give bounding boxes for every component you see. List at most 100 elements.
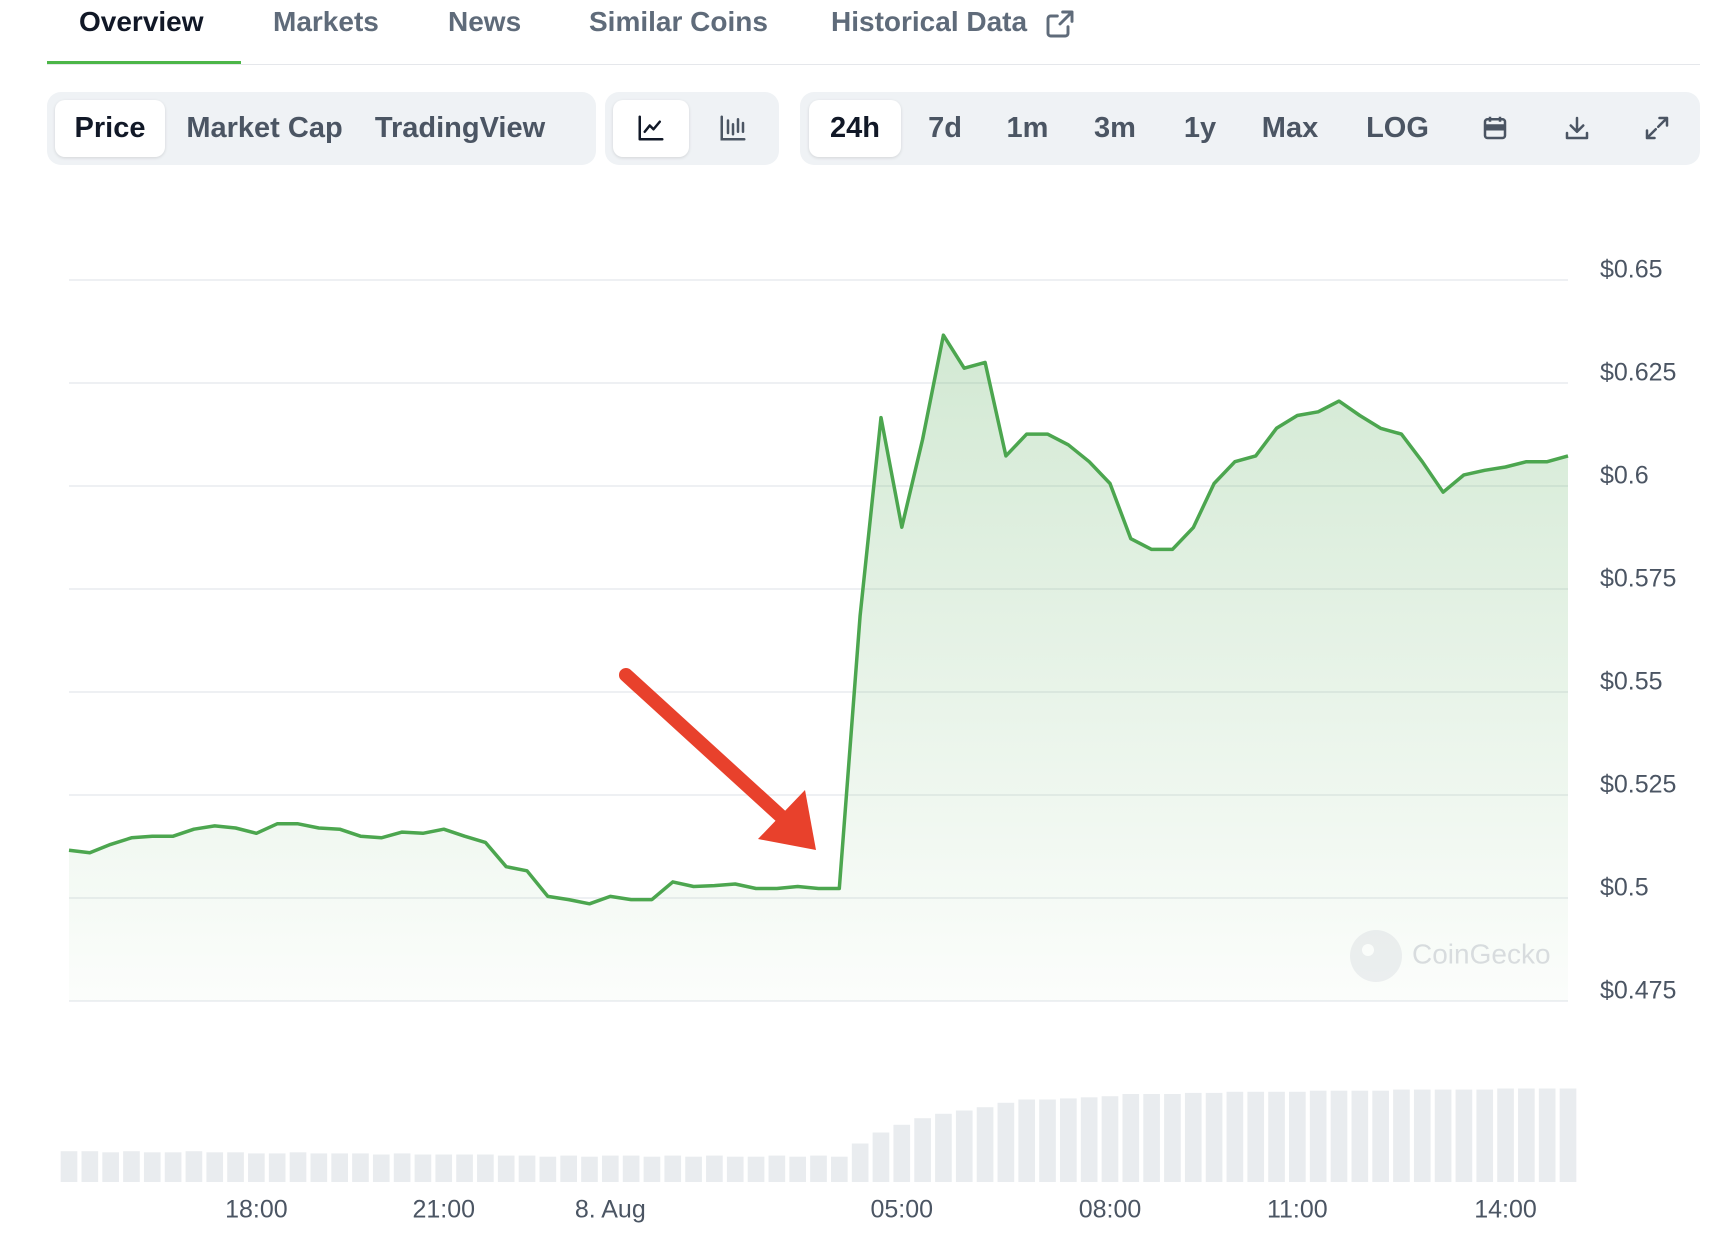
active-tab-underline: [47, 61, 241, 65]
volume-bar: [414, 1154, 432, 1182]
volume-bar: [185, 1151, 203, 1182]
volume-bar: [1330, 1090, 1348, 1182]
volume-bar: [685, 1156, 702, 1182]
volume-bar: [622, 1155, 640, 1182]
volume-bar: [497, 1155, 515, 1182]
volume-bar: [164, 1152, 182, 1182]
volume-bar: [1184, 1092, 1202, 1182]
volume-bar: [143, 1152, 161, 1182]
tab[interactable]: Historical Data: [831, 6, 1028, 37]
volume-bar: [1080, 1097, 1098, 1182]
volume-bar: [893, 1124, 911, 1182]
volume-bar: [1518, 1088, 1535, 1182]
volume-bar: [1476, 1089, 1494, 1182]
volume-bar: [1372, 1090, 1389, 1182]
y-tick-label: $0.575: [1600, 565, 1676, 593]
volume-bar: [206, 1152, 224, 1182]
tab[interactable]: News: [448, 6, 522, 37]
range-button[interactable]: 1y: [1183, 112, 1217, 144]
volume-bar: [1351, 1090, 1369, 1182]
x-tick-label: 08:00: [1079, 1196, 1142, 1224]
range-button[interactable]: 3m: [1094, 112, 1136, 144]
volume-bar: [789, 1156, 807, 1182]
metric-button[interactable]: Price: [55, 100, 165, 157]
chart-style-group: [605, 92, 779, 165]
y-tick-label: $0.625: [1600, 359, 1676, 387]
volume-bar: [477, 1154, 494, 1182]
volume-bar: [1060, 1098, 1077, 1182]
volume-bar: [393, 1153, 411, 1182]
volume-bar: [1122, 1094, 1140, 1182]
volume-bar: [1455, 1089, 1473, 1182]
range-button[interactable]: 1m: [1006, 112, 1049, 144]
watermark: CoinGecko: [1350, 930, 1551, 982]
range-button[interactable]: LOG: [1366, 112, 1429, 144]
volume-bar: [1101, 1096, 1119, 1182]
volume-bar: [518, 1155, 536, 1182]
metric-group: Price Market Cap TradingView: [47, 92, 596, 165]
volume-bar: [1309, 1090, 1327, 1182]
volume-bar: [81, 1151, 99, 1182]
volume-bar: [123, 1151, 140, 1182]
range-button[interactable]: 7d: [928, 112, 962, 144]
volume-bar: [539, 1156, 557, 1182]
range-button[interactable]: Max: [1261, 112, 1319, 144]
download-button[interactable]: [1542, 100, 1612, 157]
volume-bar: [560, 1155, 577, 1182]
volume-bar: [268, 1153, 286, 1182]
volume-bar: [914, 1118, 931, 1182]
candle-icon: [720, 115, 746, 141]
volume-bar: [248, 1153, 265, 1182]
x-tick-label: 8. Aug: [575, 1196, 646, 1224]
volume-bar: [456, 1154, 473, 1182]
range-button[interactable]: 24h: [809, 100, 901, 157]
volume-bar: [352, 1153, 369, 1182]
volume-bar: [872, 1132, 890, 1182]
volume-bar: [310, 1153, 328, 1182]
volume-bar: [227, 1152, 244, 1182]
volume-bar: [1018, 1099, 1036, 1182]
volume-bar: [372, 1154, 390, 1182]
price-area: [69, 335, 1568, 1001]
metric-button[interactable]: Market Cap: [186, 112, 343, 144]
tab[interactable]: Overview: [79, 6, 204, 37]
y-tick-label: $0.525: [1600, 771, 1676, 799]
volume-bar: [581, 1156, 598, 1182]
metric-button[interactable]: TradingView: [374, 112, 546, 144]
candle-chart-button[interactable]: [695, 100, 771, 157]
volume-bar: [955, 1110, 973, 1182]
volume-bar: [331, 1153, 348, 1182]
volume-bar: [1413, 1089, 1431, 1182]
volume-bar: [1393, 1089, 1410, 1182]
y-tick-label: $0.6: [1600, 462, 1649, 490]
volume-bar: [102, 1152, 119, 1182]
volume-bar: [643, 1156, 661, 1182]
volume-bar: [706, 1155, 723, 1182]
x-tick-label: 18:00: [225, 1196, 288, 1224]
y-tick-label: $0.5: [1600, 874, 1649, 902]
x-tick-label: 14:00: [1474, 1196, 1537, 1224]
tab[interactable]: Markets: [273, 6, 379, 37]
fullscreen-button[interactable]: [1622, 100, 1692, 157]
range-group: 24h 7d 1m 3m 1y Max LOG: [800, 92, 1700, 165]
volume-bar: [830, 1156, 848, 1182]
price-line: [68, 333, 1569, 906]
external-link-icon: [1046, 10, 1074, 38]
volume-bar: [1289, 1091, 1306, 1182]
volume-bar: [1497, 1088, 1514, 1182]
volume-bar: [664, 1155, 682, 1182]
volume-bar: [1247, 1091, 1265, 1182]
calendar-button[interactable]: [1460, 100, 1530, 157]
x-tick-label: 21:00: [412, 1196, 475, 1224]
tab[interactable]: Similar Coins: [589, 6, 768, 37]
volume-bar: [851, 1143, 869, 1182]
volume-bar: [1164, 1094, 1181, 1182]
download-icon: [1565, 116, 1589, 140]
line-chart-button[interactable]: [613, 100, 689, 157]
volume-bar: [935, 1113, 952, 1182]
volume-bar: [997, 1102, 1015, 1182]
line-icon: [638, 115, 664, 141]
volume-bar: [1143, 1094, 1160, 1182]
